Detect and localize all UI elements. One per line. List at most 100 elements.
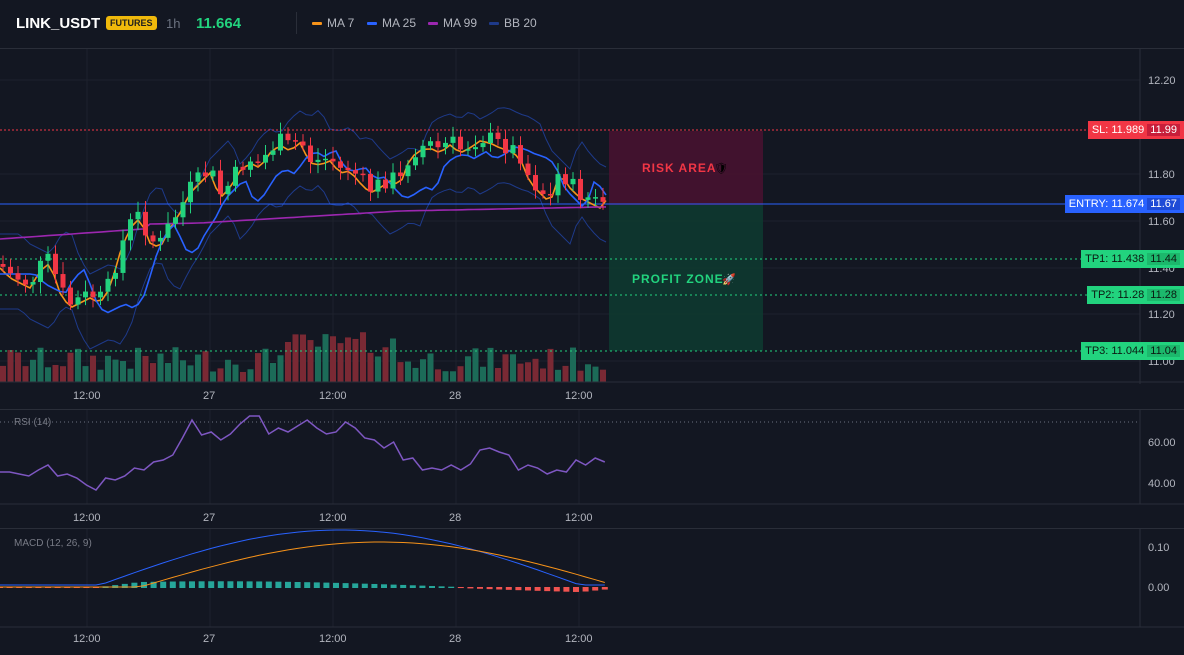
candle-body (540, 190, 546, 194)
volume-bar (435, 369, 441, 382)
price-chart[interactable]: RISK AREA 🛡 PROFIT ZONE 🚀 12.20 11.80 11… (0, 49, 1184, 409)
volume-bar (142, 355, 149, 382)
volume-bar (82, 366, 89, 382)
candle-body (548, 193, 553, 196)
candle-body (488, 132, 493, 144)
volume-bar (172, 347, 179, 382)
macd-histogram-bar (390, 584, 397, 588)
volume-bar (337, 343, 344, 382)
entry-tag-text: ENTRY: 11.674 (1068, 198, 1145, 210)
candle-body (435, 141, 441, 148)
price-tick: 11.60 (1148, 216, 1175, 228)
ma25-swatch (367, 21, 377, 25)
macd-histogram-bar (371, 583, 378, 588)
candle-body (465, 149, 471, 151)
volume-bar (472, 348, 479, 382)
volume-bar (112, 359, 119, 382)
macd-histogram-bar (198, 581, 205, 588)
ma7-swatch (312, 21, 322, 25)
legend-ma99[interactable]: MA 99 (428, 16, 477, 30)
candle-body (585, 197, 591, 200)
candle-body (413, 157, 418, 166)
volume-bar (390, 338, 396, 382)
macd-histogram-bar (563, 587, 570, 592)
macd-histogram-bar (601, 587, 608, 590)
volume-bar (532, 358, 539, 382)
macd-label: MACD (12, 26, 9) (14, 538, 92, 549)
candle-body (38, 260, 43, 282)
candle-body (248, 161, 253, 170)
rsi-chart[interactable]: RSI (14) 60.00 40.00 12:00 27 12:00 28 1… (0, 410, 1184, 528)
macd-histogram-bar (381, 584, 387, 588)
candle-body (90, 291, 96, 298)
volume-bar (450, 371, 456, 382)
candle-body (83, 291, 88, 298)
volume-bar (330, 336, 336, 382)
candle-body (300, 141, 306, 146)
volume-bar (52, 364, 59, 382)
header-divider (296, 12, 297, 34)
tp2-price-tag: TP2: 11.28 11.28 (1087, 286, 1184, 304)
legend-ma25[interactable]: MA 25 (367, 16, 416, 30)
ma7-line (0, 140, 607, 308)
candle-body (218, 170, 223, 195)
candle-body (480, 143, 486, 148)
volume-bar (562, 365, 569, 382)
legend-ma7[interactable]: MA 7 (312, 16, 354, 30)
candle-body (390, 172, 396, 189)
candle-body (105, 278, 111, 292)
candle-body (240, 166, 246, 170)
volume-bar (510, 354, 516, 382)
macd-histogram-bar (467, 587, 474, 589)
volume-bar (457, 366, 464, 382)
volume-bar (277, 355, 284, 382)
candle-body (255, 161, 261, 163)
rsi-pane[interactable]: RSI (14) 60.00 40.00 12:00 27 12:00 28 1… (0, 409, 1184, 528)
volume-bar (352, 338, 359, 382)
volume-bar (217, 368, 224, 382)
candle-body (15, 273, 21, 280)
price-tick: 11.80 (1148, 169, 1175, 181)
bb-upper-line (0, 107, 607, 275)
candle-body (360, 173, 366, 176)
time-tick: 27 (203, 633, 215, 645)
risk-zone-label: RISK AREA (642, 161, 717, 175)
candle-body (383, 179, 388, 189)
volume-bar (555, 369, 561, 382)
volume-bar (592, 366, 599, 382)
candle-body (368, 173, 373, 192)
macd-histogram-bar (217, 581, 224, 588)
candle-body (533, 175, 538, 191)
volume-bar (157, 353, 164, 382)
time-tick: 12:00 (319, 390, 347, 402)
rocket-icon: 🚀 (722, 273, 736, 286)
volume-bar (570, 347, 576, 382)
candle-body (158, 237, 163, 242)
symbol-name[interactable]: LINK_USDT (16, 15, 101, 32)
volume-bar (30, 359, 36, 382)
macd-pane[interactable]: MACD (12, 26, 9) 0.10 0.00 12:00 27 12:0… (0, 528, 1184, 650)
candle-body (570, 178, 576, 185)
macd-chart[interactable]: MACD (12, 26, 9) 0.10 0.00 12:00 27 12:0… (0, 529, 1184, 650)
macd-histogram-bar (150, 581, 157, 588)
time-tick: 12:00 (565, 390, 593, 402)
volume-bar (285, 341, 291, 382)
volume-bar (502, 354, 509, 382)
volume-bar (495, 368, 501, 382)
candle-body (428, 141, 433, 146)
macd-histogram-bar (429, 585, 435, 588)
candle-body (420, 145, 426, 158)
candle-body (375, 179, 381, 192)
time-tick: 12:00 (319, 512, 347, 524)
volume-bar (150, 363, 156, 382)
ma99-line (0, 206, 607, 240)
legend-bb20[interactable]: BB 20 (489, 16, 537, 30)
price-tick: 12.20 (1148, 75, 1176, 87)
sl-tag-text: SL: 11.989 (1091, 124, 1145, 136)
timeframe-selector[interactable]: 1h (166, 16, 181, 31)
time-tick: 12:00 (73, 633, 101, 645)
price-pane[interactable]: RISK AREA 🛡 PROFIT ZONE 🚀 12.20 11.80 11… (0, 49, 1184, 409)
volume-bar (442, 371, 449, 382)
volume-bar (127, 368, 134, 382)
macd-histogram-bar (208, 581, 215, 588)
